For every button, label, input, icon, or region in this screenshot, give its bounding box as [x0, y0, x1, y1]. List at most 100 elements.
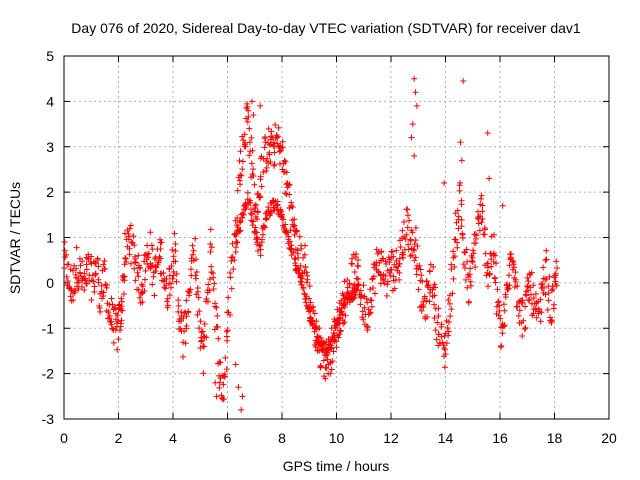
data-point — [216, 384, 223, 391]
data-point — [285, 233, 292, 240]
data-point — [227, 311, 234, 318]
data-point — [497, 315, 504, 322]
data-point — [487, 270, 494, 277]
data-point — [462, 249, 469, 256]
data-point — [97, 308, 104, 315]
data-point — [545, 289, 552, 296]
data-point — [233, 231, 240, 238]
data-point — [289, 204, 296, 211]
data-point — [128, 222, 135, 229]
data-point — [404, 212, 411, 219]
data-point — [548, 316, 555, 323]
data-point — [404, 224, 411, 231]
data-point — [207, 226, 214, 233]
data-point — [261, 224, 268, 231]
data-point — [81, 287, 88, 294]
data-point — [291, 216, 298, 223]
data-point — [288, 199, 295, 206]
data-point — [183, 313, 190, 320]
data-point — [479, 202, 486, 209]
data-point — [367, 286, 374, 293]
data-point — [239, 393, 246, 400]
data-point — [248, 160, 255, 167]
data-point — [244, 118, 251, 125]
data-point — [364, 299, 371, 306]
data-point — [201, 343, 208, 350]
data-point — [101, 257, 108, 264]
data-point — [231, 257, 238, 264]
data-point — [131, 242, 138, 249]
data-point — [223, 366, 230, 373]
data-point — [324, 356, 331, 363]
data-point — [257, 252, 264, 259]
data-point — [180, 339, 187, 346]
data-point — [238, 172, 245, 179]
data-point — [249, 147, 256, 154]
data-point — [537, 296, 544, 303]
data-point — [118, 317, 125, 324]
data-point — [232, 361, 239, 368]
data-point — [254, 235, 261, 242]
data-point — [207, 248, 214, 255]
data-point — [286, 238, 293, 245]
data-point — [402, 236, 409, 243]
data-point — [285, 182, 292, 189]
data-point — [157, 245, 164, 252]
data-point — [201, 320, 208, 327]
data-point — [207, 241, 214, 248]
data-point — [417, 266, 424, 273]
data-point — [381, 280, 388, 287]
data-point — [257, 173, 264, 180]
data-point — [187, 286, 194, 293]
data-point — [378, 248, 385, 255]
y-tick-label: -1 — [42, 320, 55, 336]
data-point — [361, 304, 368, 311]
data-point — [441, 364, 448, 371]
data-point — [240, 211, 247, 218]
data-point — [458, 216, 465, 223]
data-point — [522, 324, 529, 331]
data-point — [333, 344, 340, 351]
data-point — [460, 261, 467, 268]
data-point — [521, 326, 528, 333]
data-point — [472, 263, 479, 270]
data-point — [298, 279, 305, 286]
data-point — [512, 269, 519, 276]
data-point — [303, 269, 310, 276]
data-point — [382, 272, 389, 279]
data-point — [249, 98, 256, 105]
data-point — [339, 311, 346, 318]
data-point — [254, 247, 261, 254]
data-point — [519, 333, 526, 340]
data-point — [396, 276, 403, 283]
data-point — [464, 284, 471, 291]
data-point — [193, 275, 200, 282]
data-point — [484, 130, 491, 137]
data-point — [467, 282, 474, 289]
data-point — [516, 307, 523, 314]
data-point — [441, 346, 448, 353]
data-point — [358, 292, 365, 299]
data-point — [357, 287, 364, 294]
data-point — [192, 235, 199, 242]
data-point — [522, 291, 529, 298]
data-point — [411, 75, 418, 82]
data-point — [132, 277, 139, 284]
data-point — [190, 247, 197, 254]
data-point — [334, 324, 341, 331]
data-point — [544, 306, 551, 313]
data-point — [106, 312, 113, 319]
data-point — [279, 138, 286, 145]
data-point — [364, 324, 371, 331]
data-point — [492, 252, 499, 259]
data-point — [73, 265, 80, 272]
data-point — [183, 297, 190, 304]
x-tick-label: 2 — [115, 430, 123, 446]
data-point — [131, 253, 138, 260]
data-point — [456, 187, 463, 194]
y-tick-label: 0 — [46, 275, 54, 291]
data-point — [397, 244, 404, 251]
data-point — [501, 307, 508, 314]
data-point — [382, 258, 389, 265]
data-point — [196, 325, 203, 332]
